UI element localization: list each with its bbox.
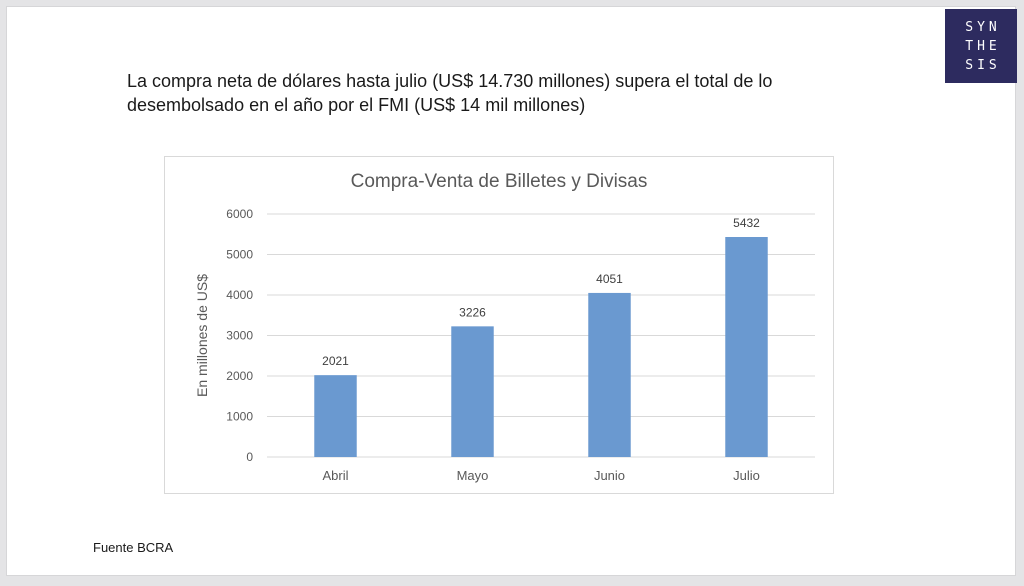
synthesis-logo: SYN THE SIS [945, 9, 1017, 83]
chart-plot: 0 1000 2000 3000 4000 5000 6000 En millones de … [194, 207, 815, 483]
y-tick-label: 2000 [226, 369, 253, 383]
data-label: 3226 [459, 305, 486, 319]
y-tick-label: 5000 [226, 248, 253, 262]
y-tick-label: 4000 [226, 288, 253, 302]
data-label: 2021 [322, 354, 349, 368]
x-tick-label: Abril [322, 468, 348, 483]
x-tick-label: Julio [733, 468, 760, 483]
slide: SYN THE SIS La compra neta de dólares ha… [6, 6, 1017, 576]
bar [725, 237, 768, 457]
y-tick-label: 0 [246, 450, 253, 464]
y-axis-label: En millones de US$ [194, 274, 210, 397]
logo-line: SYN [965, 19, 1001, 35]
x-tick-label: Junio [594, 468, 625, 483]
logo-line: THE [965, 38, 1001, 54]
data-label: 4051 [596, 272, 623, 286]
slide-headline: La compra neta de dólares hasta julio (U… [127, 71, 773, 115]
y-tick-label: 6000 [226, 207, 253, 221]
bar [314, 375, 357, 457]
bar [588, 292, 631, 457]
logo-line: SIS [965, 57, 1001, 73]
bar [451, 326, 494, 457]
source-note: Fuente BCRA [93, 540, 174, 555]
y-tick-label: 3000 [226, 329, 253, 343]
chart-title: Compra-Venta de Billetes y Divisas [350, 171, 648, 192]
y-tick-label: 1000 [226, 410, 253, 424]
data-label: 5432 [733, 216, 760, 230]
x-tick-label: Mayo [457, 468, 489, 483]
bar-chart: 0 1000 2000 3000 4000 5000 6000 En millones de … [164, 156, 834, 494]
